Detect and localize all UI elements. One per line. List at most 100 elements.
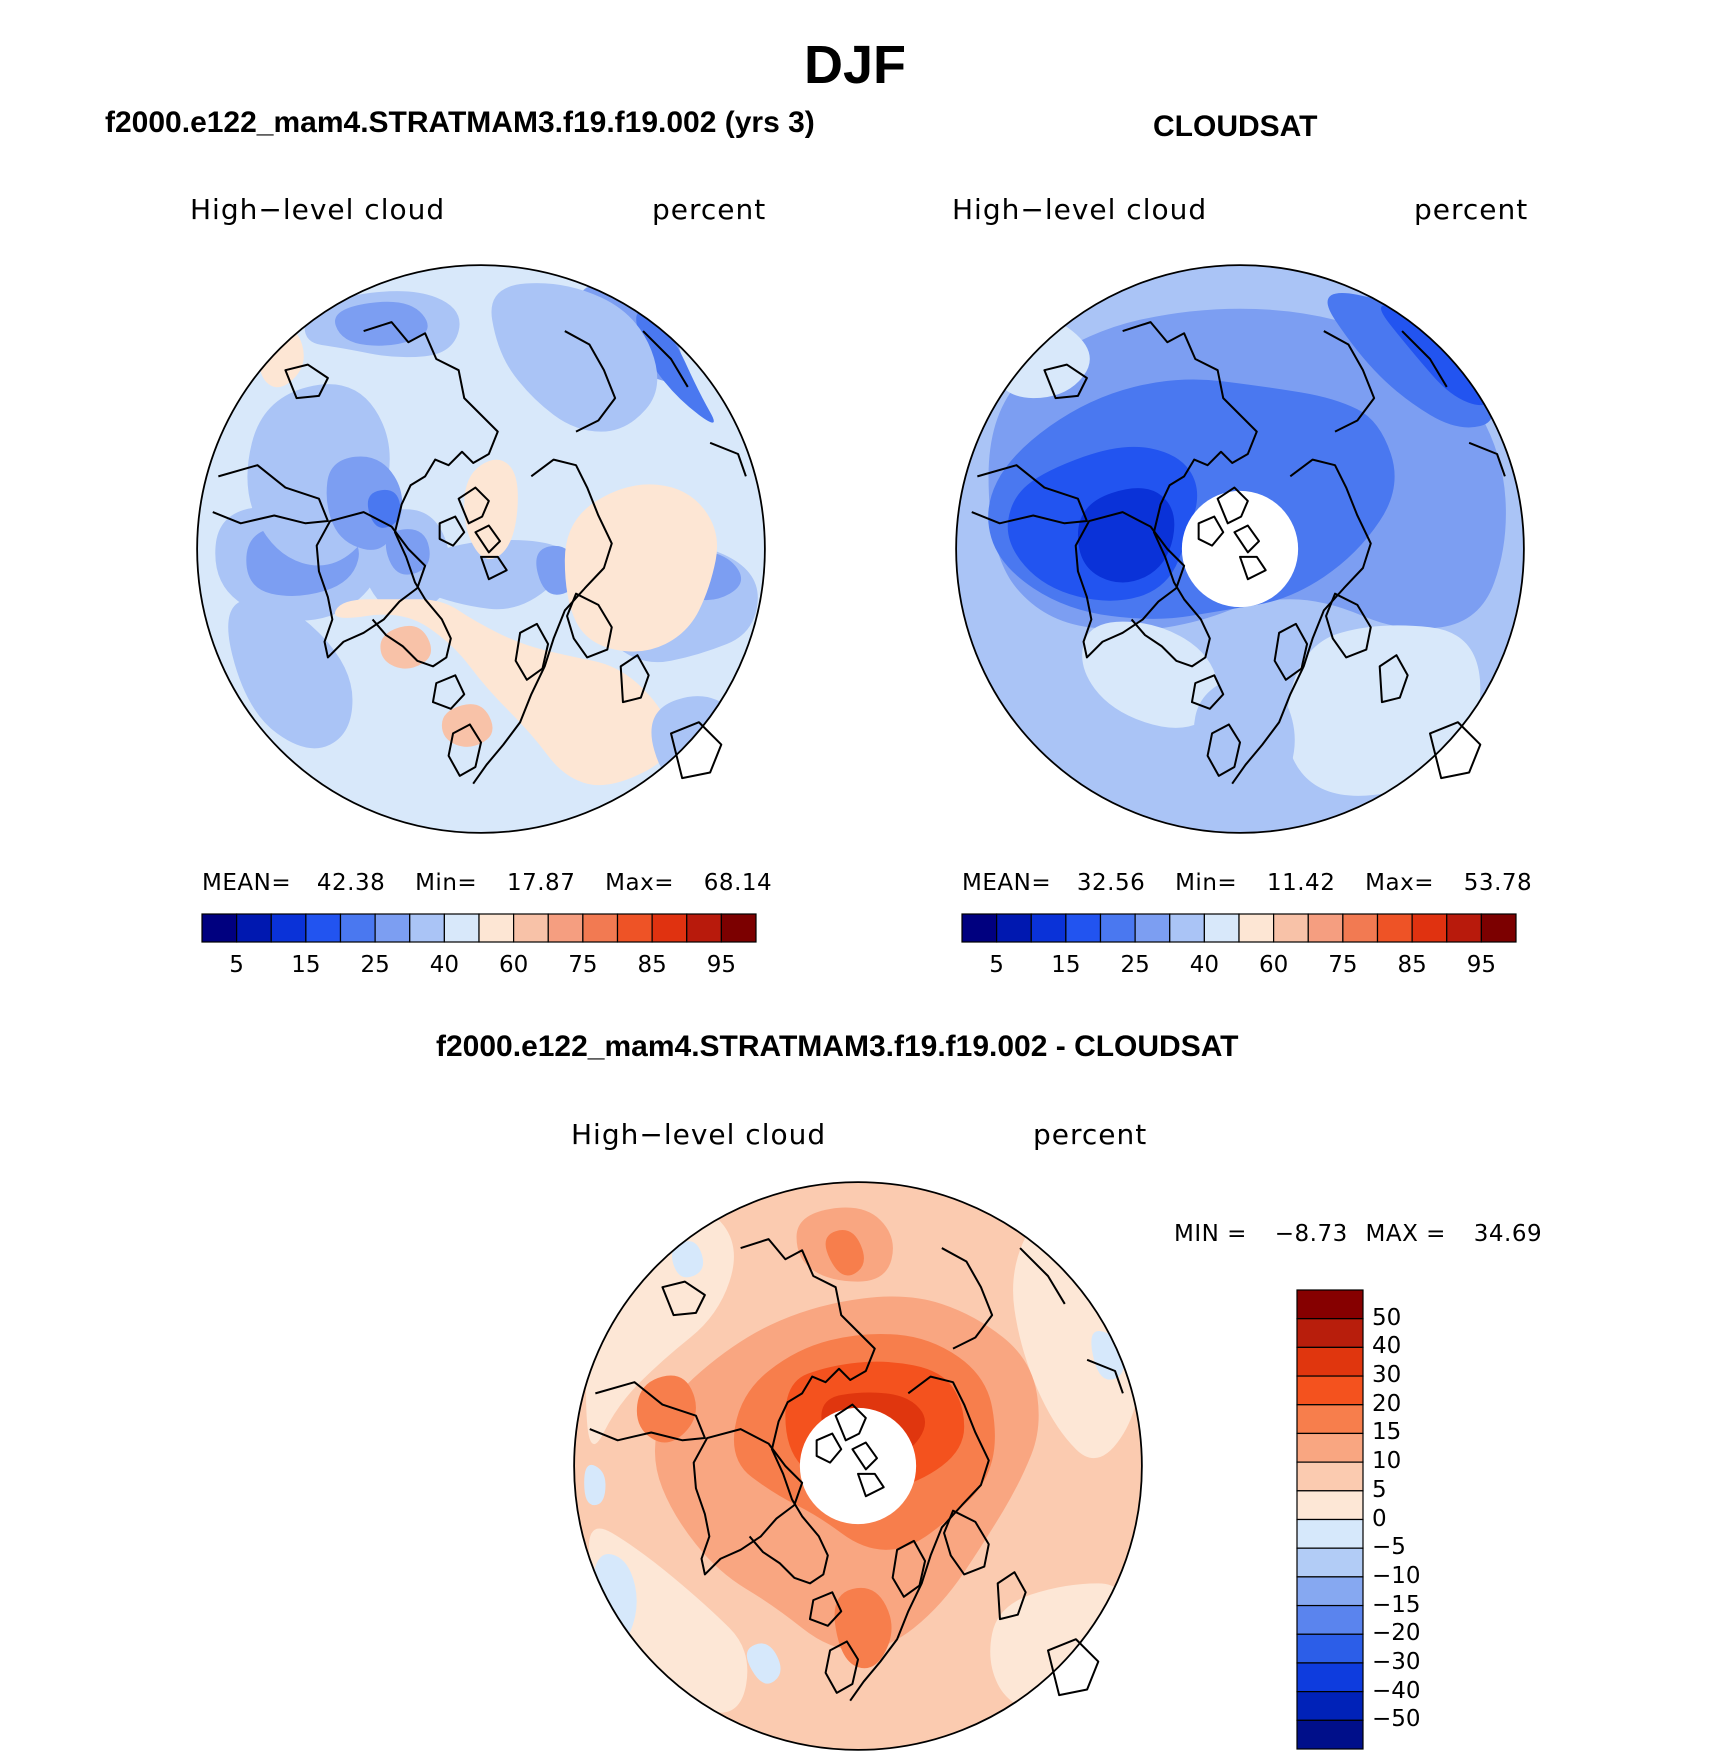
pole-hole-obs	[1181, 490, 1299, 608]
colorbar-swatch	[1446, 913, 1482, 943]
coastline	[363, 321, 499, 668]
mean-value: 42.38	[316, 870, 386, 896]
map-boundary-obs	[955, 264, 1525, 834]
colorbar-swatch	[305, 913, 342, 943]
max-value: 53.78	[1463, 870, 1533, 896]
panel-diff-variable: High−level cloud	[571, 1118, 827, 1151]
colorbar-diff	[1296, 1289, 1364, 1750]
coastline	[692, 1428, 804, 1576]
panel-diff-stats: MIN = −8.73 MAX = 34.69	[1174, 1221, 1542, 1247]
colorbar-swatch	[686, 913, 722, 943]
colorbar-swatch	[1296, 1375, 1364, 1406]
coastline	[1233, 524, 1261, 554]
coastline	[1401, 330, 1448, 388]
colorbar-swatch	[1296, 1346, 1364, 1377]
colorbar-tick-label: −20	[1372, 1620, 1421, 1647]
coastline	[1019, 1247, 1066, 1305]
coastline	[1428, 721, 1482, 780]
panel-diff-title: f2000.e122_mam4.STRATMAM3.f19.f19.002 - …	[436, 1030, 1239, 1063]
coastline	[815, 1432, 843, 1464]
colorbar-swatch	[1296, 1547, 1364, 1578]
coastline	[1046, 1638, 1100, 1697]
map-boundary-model	[196, 264, 766, 834]
coastline	[472, 458, 613, 785]
colorbar-swatch	[1134, 913, 1171, 943]
colorbar-swatch	[1296, 1719, 1364, 1750]
colorbar-tick-label: 25	[1120, 952, 1150, 978]
coastline	[851, 1441, 879, 1471]
contour-region	[1193, 674, 1295, 796]
coastline	[447, 723, 483, 777]
colorbar-swatch	[582, 913, 619, 943]
colorbar-tick-label: 15	[1051, 952, 1081, 978]
mean-value: 32.56	[1076, 870, 1146, 896]
coastline	[1206, 723, 1242, 777]
colorbar-swatch	[1296, 1604, 1364, 1635]
colorbar-swatch	[996, 913, 1032, 943]
contour-region	[1286, 625, 1481, 796]
colorbar-tick-label: 40	[1372, 1333, 1402, 1360]
colorbar-obs-ticks: 5 15 25 40 60 75 85 95	[962, 952, 1516, 982]
coastline	[514, 622, 550, 681]
contour-region	[228, 599, 353, 749]
coastline	[1273, 622, 1309, 681]
coastline	[824, 1640, 860, 1694]
colorbar-tick-label: 20	[1372, 1390, 1402, 1417]
contour-region	[380, 625, 432, 669]
coastline	[856, 1472, 885, 1498]
colorbar-model-ticks: 5 15 25 40 60 75 85 95	[202, 952, 756, 982]
contour-region	[491, 283, 658, 432]
colorbar-tick-label: 85	[637, 952, 667, 978]
colorbar-swatch	[1307, 913, 1344, 943]
panel-obs-stats: MEAN= 32.56 Min= 11.42 Max= 53.78	[962, 870, 1532, 896]
colorbar-swatch	[1296, 1490, 1364, 1521]
coastline	[1190, 674, 1225, 710]
colorbar-swatch	[651, 913, 688, 943]
colorbar-tick-label: 75	[1328, 952, 1358, 978]
colorbar-tick-label: 10	[1372, 1448, 1402, 1475]
colorbar-swatch	[1065, 913, 1102, 943]
coastline	[1043, 363, 1088, 400]
coastline	[1086, 1358, 1124, 1394]
colorbar-tick-label: −30	[1372, 1648, 1421, 1675]
colorbar-swatch	[236, 913, 272, 943]
colorbar-tick-label: 15	[1372, 1419, 1402, 1446]
map-diff	[573, 1181, 1143, 1751]
max-label: Max=	[605, 870, 674, 896]
contour-region	[1327, 293, 1494, 428]
colorbar-swatch	[1099, 913, 1136, 943]
colorbar-tick-label: −10	[1372, 1562, 1421, 1589]
min-value: −8.73	[1274, 1221, 1348, 1247]
colorbar-obs	[961, 913, 1517, 943]
coastline	[284, 363, 329, 400]
colorbar-swatch	[1203, 913, 1240, 943]
coastlines-diff	[589, 1238, 1124, 1702]
contour-region	[746, 1643, 781, 1684]
coastline	[212, 464, 329, 525]
map-obs	[955, 264, 1525, 834]
colorbar-swatch	[374, 913, 411, 943]
coastline	[1378, 654, 1409, 704]
colorbar-diff-ticks: 50 40 30 20 15 10 5 0 −5 −10 −15 −20 −30 −40 −50	[1372, 1290, 1442, 1749]
coastline	[1216, 486, 1249, 525]
colorbar-swatch	[1296, 1461, 1364, 1492]
coastline	[479, 555, 508, 581]
colorbar-swatch	[547, 913, 584, 943]
contour-region	[671, 1241, 704, 1278]
coastline	[891, 1539, 927, 1598]
coastline	[740, 1238, 876, 1585]
panel-obs-variable: High−level cloud	[952, 193, 1208, 226]
colorbar-model	[201, 913, 757, 943]
contour-region	[834, 1587, 892, 1669]
coastline	[457, 486, 490, 525]
coastlines-obs	[971, 321, 1506, 785]
contour-region	[825, 1230, 864, 1276]
coastline	[834, 1403, 867, 1442]
panel-model-units: percent	[652, 193, 767, 226]
coastline	[661, 1280, 706, 1317]
coastline	[474, 524, 502, 554]
coastline	[564, 330, 617, 433]
mean-label: MEAN=	[962, 870, 1052, 896]
colorbar-swatch	[1273, 913, 1309, 943]
colorbar-swatch	[1296, 1404, 1364, 1435]
